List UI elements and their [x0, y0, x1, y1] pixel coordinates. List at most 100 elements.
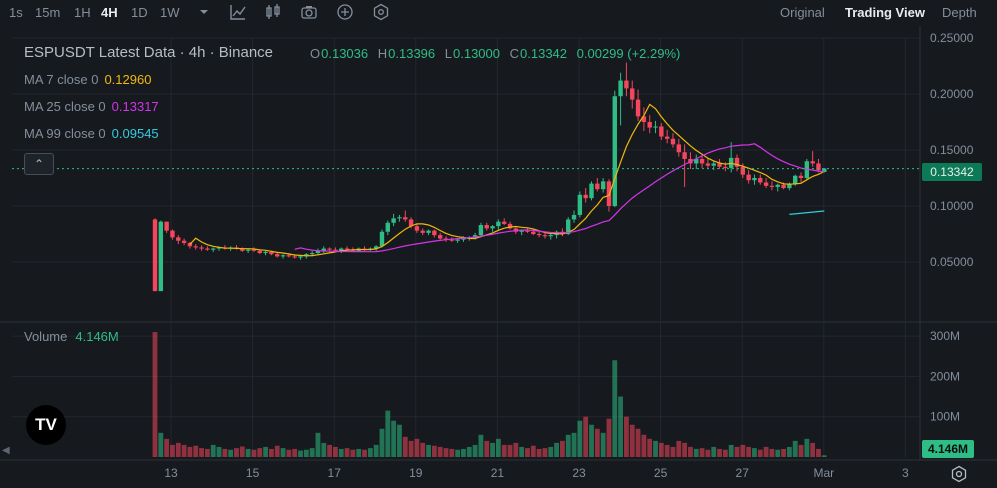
volume-tick-label: 300M [930, 329, 960, 343]
candle-body [443, 238, 449, 240]
ma25-label: MA 25 close 0 [24, 99, 106, 114]
volume-bar [461, 448, 466, 457]
volume-bar [263, 446, 268, 457]
ma99-value: 0.09545 [111, 126, 159, 141]
volume-bar [426, 444, 431, 457]
view-trading-view[interactable]: Trading View [845, 5, 925, 20]
timeframe-1s[interactable]: 1s [9, 5, 23, 20]
timeframe-4h[interactable]: 4H [101, 5, 118, 20]
candle-body [781, 184, 786, 189]
volume-bar [583, 416, 589, 457]
view-depth[interactable]: Depth [942, 5, 977, 20]
scroll-handle[interactable]: ◀ [2, 445, 10, 463]
time-tick-label: 15 [246, 466, 260, 480]
volume-bar [810, 442, 816, 457]
candle-body [810, 161, 815, 164]
candle-body [624, 80, 629, 89]
axes: 0.25000 0.20000 0.15000 0.10000 0.05000 300M 2… [164, 31, 973, 480]
ma25-value: 0.13317 [111, 99, 159, 114]
chevron-up-icon: ⌃ [33, 157, 45, 171]
candle-body [403, 217, 408, 220]
volume-bar [571, 432, 577, 457]
volume-legend: Volume 4.146M [24, 329, 119, 344]
timeframe-1w[interactable]: 1W [160, 5, 180, 20]
candle-body [257, 250, 262, 254]
timeframe-1h[interactable]: 1H [74, 5, 91, 20]
volume-bar [321, 442, 327, 457]
volume-bar [624, 416, 629, 457]
candle-body [734, 157, 740, 167]
time-tick-label: 13 [164, 466, 178, 480]
candle-body [315, 250, 321, 254]
volume-bar [606, 418, 612, 457]
volume-bar [554, 442, 559, 457]
candle-body [478, 225, 484, 236]
candle-body [286, 255, 292, 257]
candle-body [269, 251, 274, 255]
volume-bar [792, 440, 798, 457]
timeframe-1d[interactable]: 1D [131, 5, 148, 20]
time-tick-label: 23 [572, 466, 586, 480]
volume-bar [501, 444, 507, 457]
volume-bar [274, 445, 280, 457]
candle-body [589, 183, 594, 199]
volume-bar [752, 448, 757, 457]
view-original[interactable]: Original [780, 5, 825, 20]
gear-icon[interactable] [950, 465, 968, 483]
time-tick-label: 25 [654, 466, 668, 480]
candle-body [152, 219, 158, 292]
candle-body [490, 226, 495, 229]
candle-body [758, 178, 763, 183]
candle-body [577, 194, 583, 215]
volume-bar [618, 396, 623, 457]
candle-body [583, 194, 588, 199]
candle-body [630, 88, 635, 100]
candle-body [787, 183, 792, 189]
volume-value: 4.146M [75, 329, 119, 344]
volume-bar [449, 448, 455, 457]
candle-body [251, 249, 257, 251]
candle-body [699, 158, 705, 164]
candle-body [664, 136, 670, 139]
last-volume-tag: 4.146M [922, 440, 974, 458]
volume-bar [641, 434, 647, 457]
volume-bar [292, 448, 298, 457]
candle-body [309, 253, 315, 255]
volume-bar [781, 448, 786, 457]
candle-body [240, 248, 245, 251]
chevron-left-icon: ◀ [2, 445, 10, 456]
candles [152, 62, 827, 292]
volume-bar [164, 438, 170, 457]
volume-bar [402, 436, 408, 457]
volume-bar [682, 442, 688, 457]
volume-bar [414, 438, 420, 457]
candle-body [816, 163, 821, 171]
settings-hex-icon[interactable] [372, 3, 390, 21]
candle-body [426, 230, 431, 233]
price-tick-label: 0.10000 [930, 199, 974, 213]
candle-body [245, 249, 251, 251]
camera-icon[interactable] [300, 3, 318, 21]
volume-bar [821, 455, 827, 457]
candle-body [618, 80, 623, 97]
ma7-legend: MA 7 close 0 0.12960 [24, 72, 151, 87]
volume-bar [629, 424, 635, 457]
candle-body [187, 242, 193, 247]
volume-bar [152, 332, 158, 457]
volume-bar [251, 449, 257, 457]
collapse-legend-button[interactable]: ⌃ [24, 153, 54, 175]
indicator-chart-icon[interactable] [229, 3, 247, 21]
candle-body [211, 248, 216, 250]
volume-tick-label: 200M [930, 369, 960, 383]
timeframe-15m[interactable]: 15m [35, 5, 61, 20]
timeframe-dropdown-icon[interactable] [195, 3, 213, 21]
candle-body [391, 218, 396, 223]
candle-style-icon[interactable] [264, 3, 282, 21]
volume-bar [245, 448, 251, 457]
ma99-line [789, 210, 825, 215]
volume-bar [333, 446, 338, 457]
volume-bar [717, 448, 722, 457]
volume-bar [210, 444, 216, 457]
add-icon[interactable] [336, 3, 354, 21]
